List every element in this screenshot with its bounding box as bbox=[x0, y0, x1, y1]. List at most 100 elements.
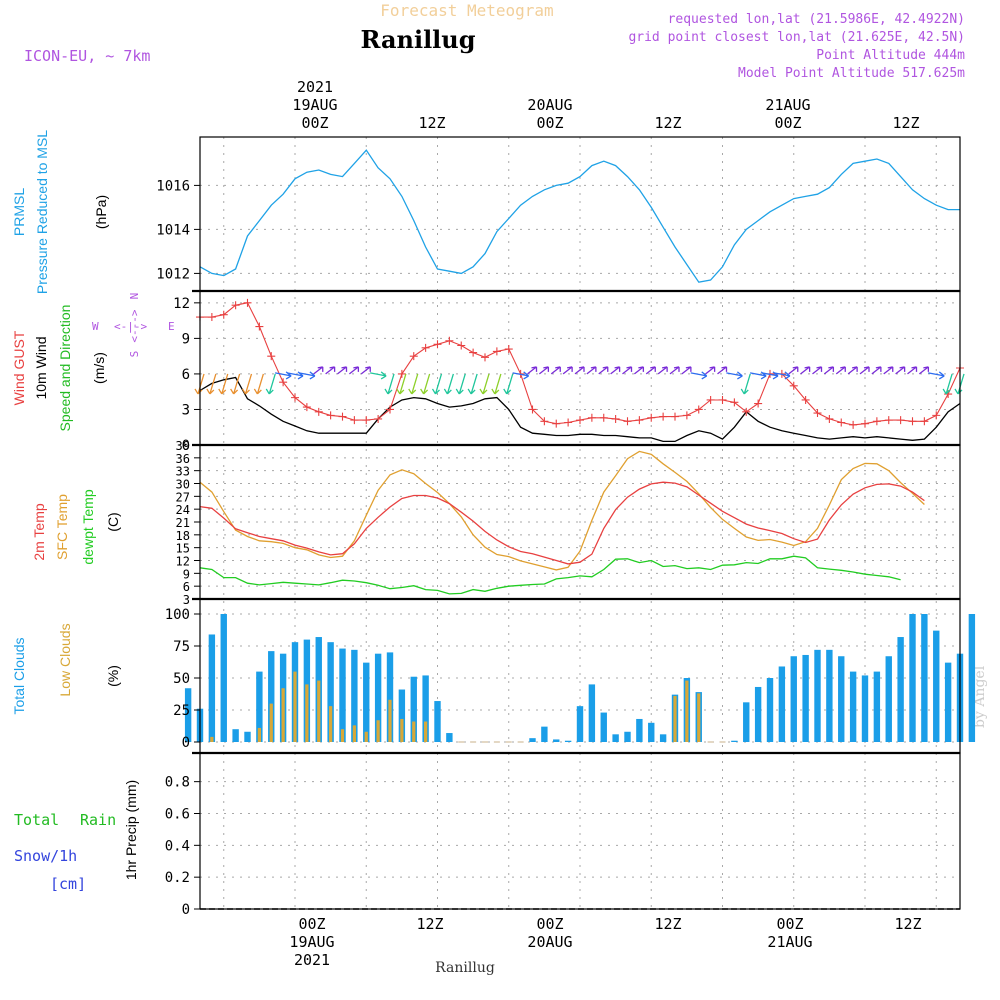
wind-speed-line bbox=[199, 376, 961, 443]
total-cloud-bar bbox=[564, 740, 572, 742]
total-cloud-bar bbox=[933, 630, 940, 742]
total-cloud-bar bbox=[731, 740, 738, 742]
pressure-ytick-label: 1016 bbox=[156, 178, 190, 194]
low-cloud-bar bbox=[376, 720, 380, 742]
low-cloud-bar bbox=[293, 671, 297, 742]
low-cloud-bar bbox=[400, 718, 404, 742]
low-cloud-bar bbox=[352, 725, 356, 742]
wind-direction-arrow bbox=[895, 366, 906, 375]
total-cloud-bar bbox=[766, 678, 774, 742]
wind-direction-arrow bbox=[337, 366, 348, 375]
wind-direction-arrow bbox=[645, 366, 656, 375]
wind-gust-marker bbox=[481, 353, 489, 362]
wind-gust-marker bbox=[587, 413, 596, 422]
wind-gust-marker bbox=[920, 417, 929, 426]
total-cloud-bar bbox=[802, 654, 809, 742]
temp-ytick-label: 9 bbox=[183, 567, 190, 581]
wind-label-10m: 10m Wind bbox=[33, 336, 49, 399]
wind-gust-marker bbox=[504, 345, 513, 354]
wind-direction-arrow bbox=[408, 373, 419, 395]
wind-direction-arrow bbox=[823, 366, 835, 375]
forecast-title: Forecast Meteogram bbox=[380, 1, 553, 20]
top-year-label: 2021 bbox=[297, 78, 333, 96]
wind-gust-marker bbox=[492, 347, 501, 356]
wind-direction-arrow bbox=[241, 373, 253, 395]
wind-direction-arrow bbox=[690, 371, 708, 380]
wind-direction-arrow bbox=[360, 366, 371, 375]
wind-compass: N <---> S W <-|-> E bbox=[92, 293, 175, 358]
temp-ytick-label: 18 bbox=[176, 529, 190, 543]
wind-gust-marker bbox=[528, 405, 537, 414]
total-cloud-bar bbox=[968, 614, 976, 742]
wind-direction-arrow bbox=[835, 366, 846, 375]
wind-gust-marker bbox=[409, 352, 418, 361]
top-date-label: 19AUG bbox=[292, 96, 337, 114]
total-cloud-bar bbox=[624, 731, 631, 742]
clouds-ytick-label: 0 bbox=[182, 735, 190, 751]
low-cloud-bar bbox=[305, 684, 309, 742]
total-cloud-bar bbox=[648, 722, 655, 742]
precip-label-cm: [cm] bbox=[50, 875, 86, 893]
total-cloud-bar bbox=[778, 666, 786, 742]
wind-gust-marker bbox=[350, 416, 359, 425]
wind-gust-marker bbox=[338, 412, 347, 421]
low-cloud-bar bbox=[317, 680, 321, 742]
bottom-hour-label: 00Z bbox=[776, 915, 803, 933]
wind-direction-arrow bbox=[431, 373, 443, 395]
total-cloud-bar bbox=[814, 649, 821, 742]
total-cloud-bar bbox=[885, 656, 892, 742]
wind-gust-marker bbox=[861, 419, 869, 428]
total-cloud-bar bbox=[256, 671, 263, 742]
precip-ytick-label: 0.8 bbox=[165, 775, 190, 791]
wind-gust-marker bbox=[243, 298, 252, 307]
wind-direction-arrow bbox=[800, 366, 811, 375]
compass-ns-axis: <---> bbox=[128, 309, 141, 342]
wind-direction-arrow bbox=[750, 371, 767, 380]
total-cloud-bar bbox=[861, 675, 869, 742]
wind-direction-arrow bbox=[918, 366, 930, 375]
total-cloud-bar bbox=[790, 656, 797, 742]
wind-direction-arrow bbox=[726, 371, 743, 380]
compass-s: S bbox=[128, 351, 141, 358]
wind-direction-arrow bbox=[883, 366, 894, 375]
total-cloud-bar bbox=[921, 614, 928, 742]
bottom-date-label: 19AUG bbox=[289, 933, 334, 951]
low-cloud-bar bbox=[210, 736, 214, 742]
wind-label-speed: Speed and Direction bbox=[57, 305, 73, 432]
wind-direction-arrow bbox=[812, 366, 823, 375]
temp-label-dewpt: dewpt Temp bbox=[80, 489, 96, 564]
total-cloud-bar bbox=[576, 706, 584, 742]
wind-gust-marker bbox=[813, 409, 822, 418]
total-cloud-bar bbox=[268, 651, 275, 742]
grid-layer bbox=[200, 137, 960, 910]
wind-unit: (m/s) bbox=[91, 352, 107, 384]
total-cloud-bar bbox=[351, 649, 358, 742]
wind-direction-arrow bbox=[467, 373, 478, 395]
temp-unit: (C) bbox=[105, 512, 121, 531]
wind-direction-arrow bbox=[230, 373, 241, 395]
temp-ytick-label: 27 bbox=[176, 490, 190, 504]
wind-gust-marker bbox=[694, 405, 703, 414]
temp-ytick-label: 6 bbox=[183, 580, 190, 594]
wind-gust-marker bbox=[386, 405, 394, 414]
temp-label-2m: 2m Temp bbox=[31, 503, 47, 561]
total-cloud-bar bbox=[422, 675, 429, 742]
top-date-label: 21AUG bbox=[765, 96, 810, 114]
temp-ytick-label: 33 bbox=[176, 465, 190, 479]
wind-gust-marker bbox=[611, 414, 620, 423]
bottom-date-label: 20AUG bbox=[527, 933, 572, 951]
wind-direction-arrow bbox=[253, 373, 264, 395]
wind-direction-arrow bbox=[325, 366, 336, 375]
wind-gust-marker bbox=[825, 414, 834, 423]
cloud-unit: (%) bbox=[105, 665, 121, 687]
wind-gust-marker bbox=[837, 418, 846, 427]
wind-gust-marker bbox=[314, 407, 323, 416]
wind-gust-marker bbox=[469, 348, 478, 357]
temp-ytick-label: 39 bbox=[176, 439, 190, 453]
temp-ytick-label: 30 bbox=[176, 478, 190, 492]
total-cloud-bar bbox=[327, 642, 334, 742]
total-cloud-bar bbox=[398, 689, 406, 742]
precip-ytick-label: 0.6 bbox=[165, 806, 190, 822]
low-cloud-bar bbox=[673, 695, 677, 742]
